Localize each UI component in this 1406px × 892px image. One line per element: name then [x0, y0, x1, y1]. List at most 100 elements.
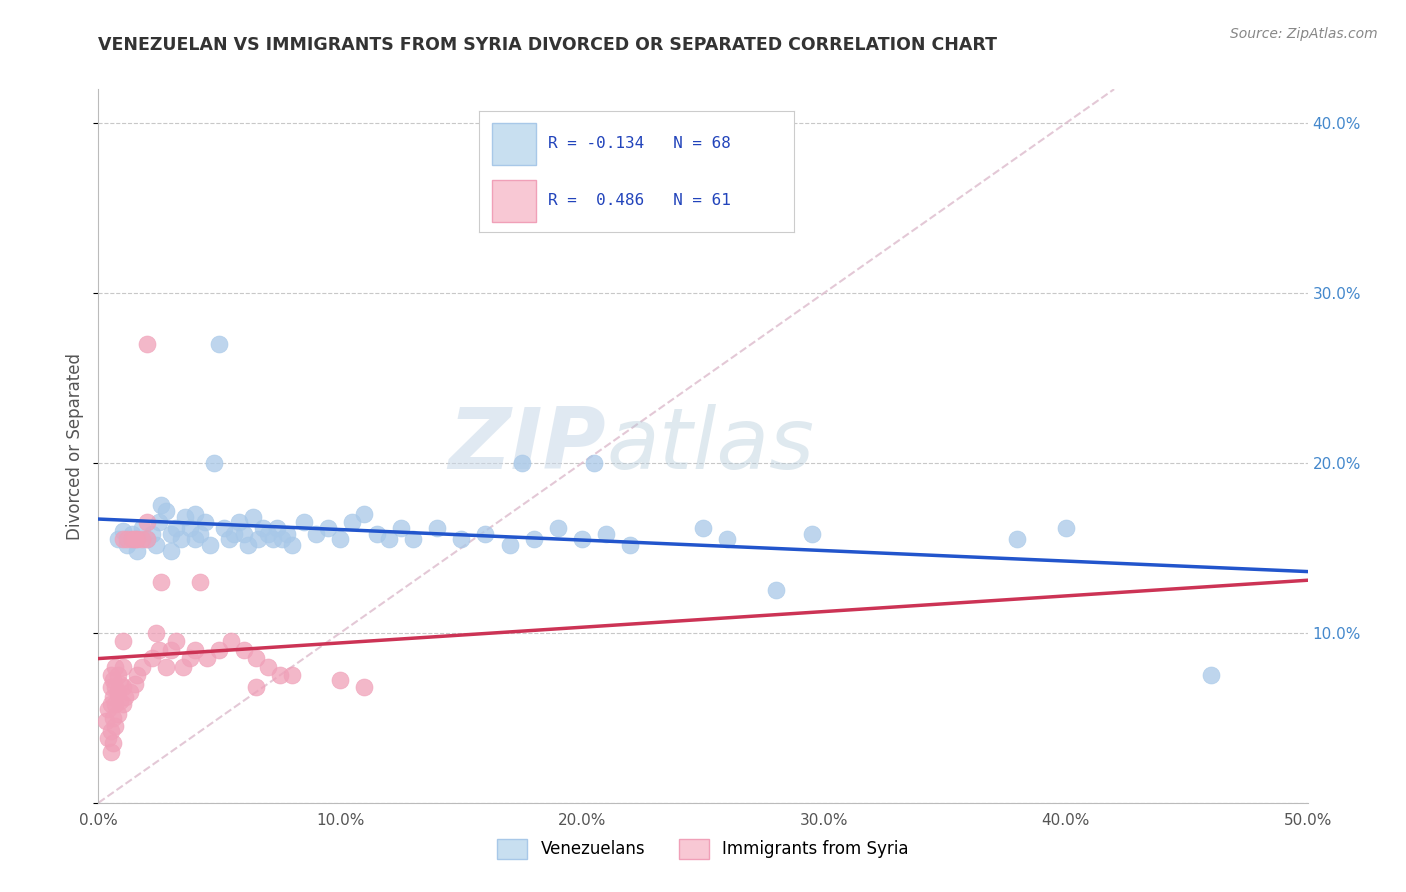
Point [150, 574, 173, 589]
Point [198, 537, 221, 551]
Point [165, 520, 187, 534]
Point [111, 533, 134, 547]
Point [165, 634, 187, 648]
Point [266, 520, 288, 534]
Point [523, 533, 546, 547]
Point [184, 507, 207, 521]
Point [262, 533, 284, 547]
Point [97, 702, 120, 716]
Point [208, 643, 231, 657]
Point [174, 510, 197, 524]
Point [619, 537, 641, 551]
Point [107, 668, 129, 682]
Point [155, 503, 177, 517]
Legend: Venezuelans, Immigrants from Syria: Venezuelans, Immigrants from Syria [491, 832, 915, 866]
Point [256, 660, 278, 674]
Point [366, 527, 388, 541]
Point [131, 520, 153, 534]
Point [101, 690, 124, 705]
Point [131, 533, 153, 547]
Point [800, 527, 823, 541]
Point [221, 634, 243, 648]
Point [204, 456, 226, 470]
Point [305, 527, 328, 541]
Point [111, 680, 134, 694]
Point [184, 533, 207, 547]
Point [232, 527, 254, 541]
Point [117, 533, 139, 547]
Point [107, 685, 129, 699]
Point [127, 668, 149, 682]
Point [271, 533, 294, 547]
Point [426, 520, 449, 534]
Point [169, 533, 191, 547]
Point [353, 680, 375, 694]
Point [329, 533, 352, 547]
Point [179, 651, 201, 665]
Point [1054, 520, 1077, 534]
Point [111, 634, 134, 648]
Point [108, 694, 131, 708]
Point [245, 651, 267, 665]
Point [510, 456, 533, 470]
Point [141, 527, 163, 541]
Point [135, 533, 157, 547]
Point [281, 668, 304, 682]
Point [208, 337, 231, 351]
Point [131, 660, 153, 674]
Point [179, 520, 201, 534]
Point [228, 516, 250, 530]
Point [118, 685, 141, 699]
Point [389, 520, 412, 534]
Point [150, 499, 173, 513]
Point [111, 698, 134, 712]
Point [101, 673, 124, 688]
Point [101, 736, 124, 750]
Point [104, 680, 127, 694]
Point [194, 516, 217, 530]
Text: VENEZUELAN VS IMMIGRANTS FROM SYRIA DIVORCED OR SEPARATED CORRELATION CHART: VENEZUELAN VS IMMIGRANTS FROM SYRIA DIVO… [98, 36, 997, 54]
Point [269, 668, 291, 682]
Point [188, 527, 211, 541]
Point [212, 520, 235, 534]
Point [571, 533, 593, 547]
Point [160, 527, 183, 541]
Point [292, 516, 315, 530]
Y-axis label: Divorced or Separated: Divorced or Separated [66, 352, 84, 540]
Point [127, 533, 149, 547]
Point [252, 520, 274, 534]
Point [107, 533, 129, 547]
Text: Source: ZipAtlas.com: Source: ZipAtlas.com [1230, 27, 1378, 41]
Point [342, 516, 364, 530]
Point [135, 337, 157, 351]
Point [104, 719, 127, 733]
Point [195, 651, 218, 665]
Point [155, 660, 177, 674]
Point [498, 537, 520, 551]
Point [238, 537, 260, 551]
Point [474, 527, 496, 541]
Point [329, 673, 352, 688]
Point [160, 643, 183, 657]
Point [595, 527, 617, 541]
Point [127, 544, 149, 558]
Point [450, 533, 472, 547]
Point [107, 707, 129, 722]
Point [104, 698, 127, 712]
Point [245, 680, 267, 694]
Text: ZIP: ZIP [449, 404, 606, 488]
Point [114, 690, 136, 705]
Point [111, 524, 134, 538]
Point [100, 724, 122, 739]
Point [104, 660, 127, 674]
Point [692, 520, 714, 534]
Point [135, 516, 157, 530]
Point [1007, 533, 1029, 547]
Point [124, 677, 146, 691]
Point [111, 660, 134, 674]
Point [377, 533, 399, 547]
Point [353, 507, 375, 521]
Point [124, 533, 146, 547]
Point [316, 520, 339, 534]
Point [716, 533, 738, 547]
